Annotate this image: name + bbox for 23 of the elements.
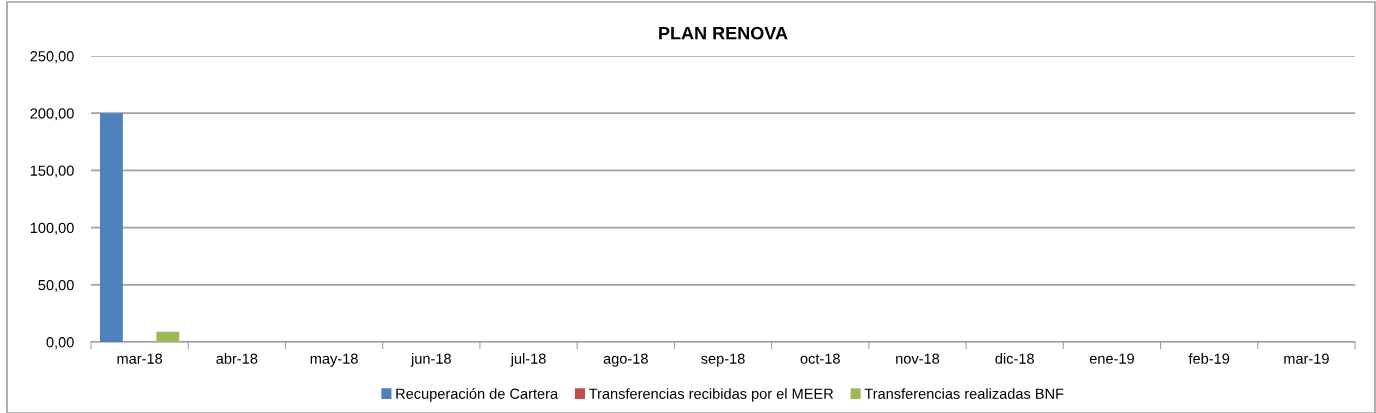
x-tick-label: nov-18 [896, 353, 940, 364]
x-tick-label: sep-18 [701, 353, 745, 367]
chart-title: PLAN RENOVA [659, 26, 788, 40]
legend-label: Transferencias recibidas por el MEER [589, 388, 834, 402]
x-tick-label: abr-18 [216, 353, 258, 364]
x-tick-label: mar-19 [1284, 353, 1329, 364]
x-tick-label: jun-18 [410, 353, 451, 367]
legend-label: Recuperación de Cartera [396, 388, 559, 402]
y-tick-label: 250,00 [30, 51, 74, 64]
x-tick-label: may-18 [310, 353, 358, 367]
x-tick-label: feb-19 [1188, 353, 1230, 364]
y-tick-label: 200,00 [30, 108, 74, 121]
x-tick-label: dic-18 [995, 353, 1034, 364]
legend-label: Transferencias realizadas BNF [864, 388, 1064, 399]
x-tick-label: jul-18 [510, 353, 546, 367]
x-tick-label: ene-19 [1089, 353, 1134, 364]
y-tick-label: 100,00 [30, 222, 74, 235]
y-tick-label: 0,00 [46, 337, 74, 350]
y-tick-label: 150,00 [30, 165, 74, 178]
x-tick-label: oct-18 [800, 353, 840, 364]
x-tick-label: ago-18 [603, 353, 648, 367]
x-tick-label: mar-18 [117, 353, 163, 364]
y-tick-label: 50,00 [38, 279, 74, 292]
